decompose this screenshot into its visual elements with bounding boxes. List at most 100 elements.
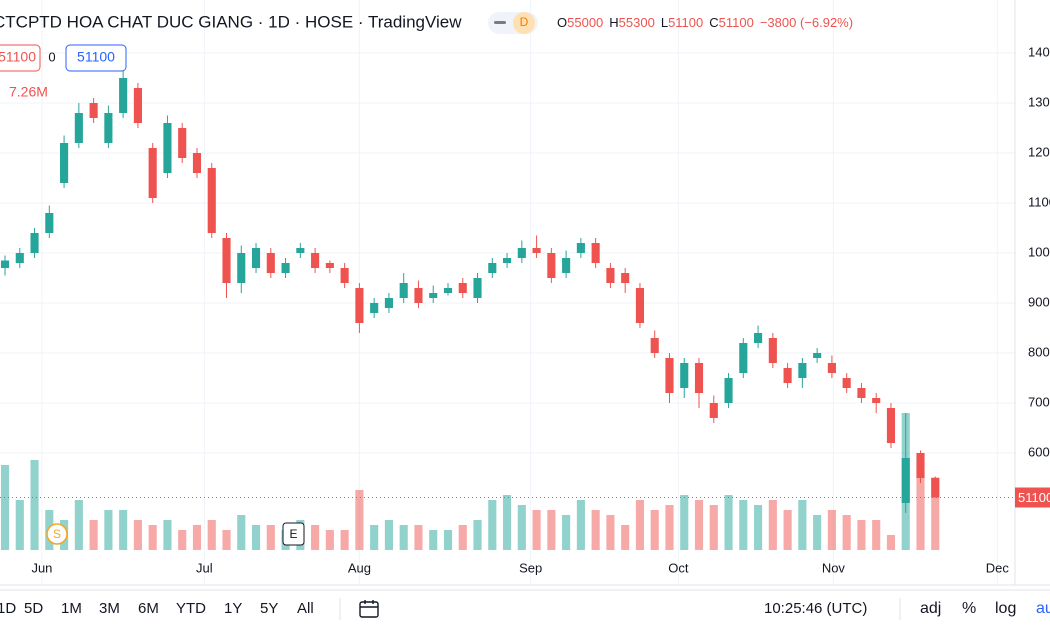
clock: 10:25:46 (UTC): [764, 600, 867, 617]
candle-body: [0, 260, 10, 268]
volume-bar: [768, 500, 777, 550]
x-tick-label: Jul: [196, 560, 213, 575]
y-tick-label: 80000: [1028, 344, 1050, 359]
candle-body: [414, 288, 423, 303]
sell-button[interactable]: [0, 44, 41, 72]
candle-body: [74, 113, 83, 143]
volume-bar: [222, 530, 231, 550]
candle-body: [916, 453, 925, 478]
y-tick-label: 140000: [1028, 44, 1050, 59]
chart-title: CTCPTD HOA CHAT DUC GIANG · 1D · HOSE · …: [0, 12, 462, 31]
candle-body: [266, 253, 275, 273]
volume-bar: [562, 515, 571, 550]
candle-body: [133, 88, 142, 123]
range-button[interactable]: 5Y: [260, 600, 278, 617]
volume-bar: [650, 510, 659, 550]
volume-bar: [517, 505, 526, 550]
y-tick-label: 120000: [1028, 144, 1050, 159]
volume-bar: [724, 495, 733, 550]
candle-body: [104, 113, 113, 143]
split-marker-text: S: [53, 527, 61, 541]
candle-body: [576, 243, 585, 253]
candle-body: [931, 478, 940, 498]
volume-bar: [857, 520, 866, 550]
volume-bar: [237, 515, 246, 550]
candle-body: [872, 398, 881, 403]
candle-body: [251, 248, 261, 268]
earnings-marker[interactable]: [282, 522, 305, 546]
range-button[interactable]: 3M: [99, 600, 120, 617]
spread: 0: [48, 49, 55, 64]
candle-body: [842, 378, 851, 388]
candle-body: [798, 363, 807, 378]
last-price-label: 51100: [1018, 490, 1050, 505]
volume-bar: [429, 530, 438, 550]
candle-body: [886, 408, 896, 443]
date-range-icon[interactable]: [359, 600, 379, 618]
candle-body: [547, 253, 556, 278]
candle-body: [517, 248, 526, 258]
candle-body: [694, 363, 704, 393]
split-marker[interactable]: [46, 523, 68, 545]
candle-body: [606, 268, 615, 283]
volume-bar: [458, 525, 467, 550]
candles: [0, 58, 940, 513]
volume-bar: [813, 515, 822, 550]
candle-body: [163, 123, 172, 173]
candle-body: [45, 213, 54, 233]
candle-body: [399, 283, 408, 298]
buy-button[interactable]: [65, 44, 127, 72]
volume-bar: [414, 525, 423, 550]
range-button[interactable]: 5D: [24, 600, 43, 617]
candle-body: [857, 388, 866, 398]
volume-bar: [827, 510, 836, 550]
ohlc-key: O: [557, 15, 567, 30]
scale-option[interactable]: auto: [1036, 600, 1050, 617]
scale-option[interactable]: log: [995, 600, 1016, 617]
candle-body: [488, 263, 497, 273]
ohlc-key: C: [709, 15, 718, 30]
candle-body: [709, 403, 718, 418]
candle-body: [532, 248, 541, 253]
range-button[interactable]: All: [297, 600, 314, 617]
candle-body: [901, 458, 910, 503]
candle-body: [502, 258, 512, 263]
volume-bar: [488, 500, 497, 550]
volume-bar: [207, 520, 216, 550]
candle-body: [458, 283, 467, 293]
ohlc-value: 55300: [619, 15, 655, 30]
volume-bar: [502, 495, 512, 550]
candle-body: [783, 368, 792, 383]
candle-body: [340, 268, 349, 283]
range-button[interactable]: YTD: [176, 600, 206, 617]
candle-body: [739, 343, 748, 373]
volume-bar: [443, 530, 453, 550]
range-button[interactable]: 1Y: [224, 600, 242, 617]
volume-bar: [916, 470, 925, 550]
volume-bar: [192, 525, 202, 550]
ohlc-value: 55000: [567, 15, 603, 30]
scale-option[interactable]: %: [962, 600, 976, 617]
volume-bar: [547, 510, 556, 550]
scale-option[interactable]: adj: [920, 600, 941, 617]
candle-body: [562, 258, 571, 273]
y-tick-label: 70000: [1028, 394, 1050, 409]
candle-body: [813, 353, 822, 358]
volume-bar: [119, 510, 128, 550]
y-tick-label: 60000: [1028, 444, 1050, 459]
volume-bar: [532, 510, 541, 550]
volume-bar: [104, 510, 113, 550]
range-button[interactable]: 1D: [0, 600, 16, 617]
x-tick-label: Jun: [31, 560, 52, 575]
volume-pane: [0, 413, 940, 550]
range-button[interactable]: 6M: [138, 600, 159, 617]
volume-bar: [266, 525, 275, 550]
volume-bar: [694, 500, 704, 550]
volume-bar: [886, 535, 896, 550]
ohlc-key: L: [661, 15, 668, 30]
range-button[interactable]: 1M: [61, 600, 82, 617]
candle-body: [680, 363, 689, 388]
volume-bar: [89, 520, 98, 550]
